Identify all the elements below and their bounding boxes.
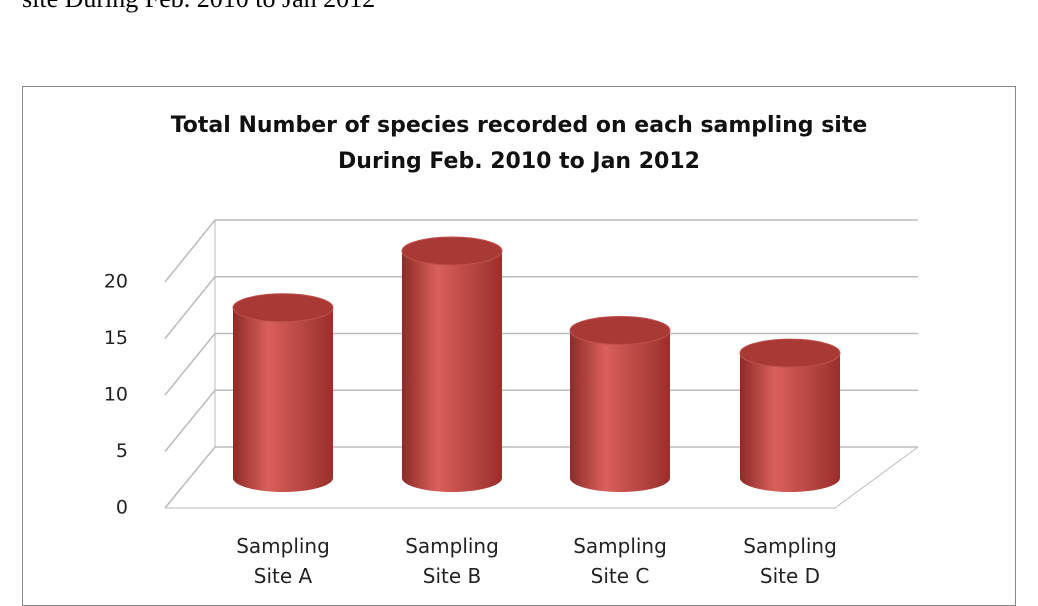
grid-line-side bbox=[164, 276, 216, 339]
chart-title: Total Number of species recorded on each… bbox=[170, 113, 868, 174]
y-tick-label: 5 bbox=[116, 440, 128, 462]
bar bbox=[402, 251, 502, 492]
x-tick-label: Sampling Site A bbox=[236, 534, 330, 588]
page: site During Feb. 2010 to Jan 2012 Total … bbox=[22, 0, 1016, 606]
x-tick-label: Sampling Site B bbox=[405, 534, 499, 588]
bar bbox=[740, 353, 840, 492]
bar-top bbox=[569, 315, 671, 345]
grid-line-side bbox=[164, 333, 216, 396]
grid-line-side bbox=[164, 219, 216, 283]
grid-line-side bbox=[164, 389, 216, 452]
bar-top bbox=[232, 293, 334, 323]
y-tick-label: 20 bbox=[104, 271, 128, 293]
bar bbox=[570, 330, 670, 492]
y-tick-label: 15 bbox=[104, 327, 128, 349]
x-tick-label: Sampling Site C bbox=[573, 534, 667, 588]
bar-top bbox=[739, 338, 841, 368]
caption: site During Feb. 2010 to Jan 2012 bbox=[22, 0, 375, 14]
floor-side bbox=[834, 446, 919, 509]
grid-line-side bbox=[164, 446, 216, 509]
bar-top bbox=[401, 236, 503, 266]
chart: 0 5 10 15 20 bbox=[104, 219, 919, 519]
x-tick-label: Sampling Site D bbox=[743, 534, 837, 588]
bar bbox=[233, 307, 333, 492]
y-tick-label: 10 bbox=[104, 384, 128, 406]
y-tick-label: 0 bbox=[116, 497, 128, 519]
